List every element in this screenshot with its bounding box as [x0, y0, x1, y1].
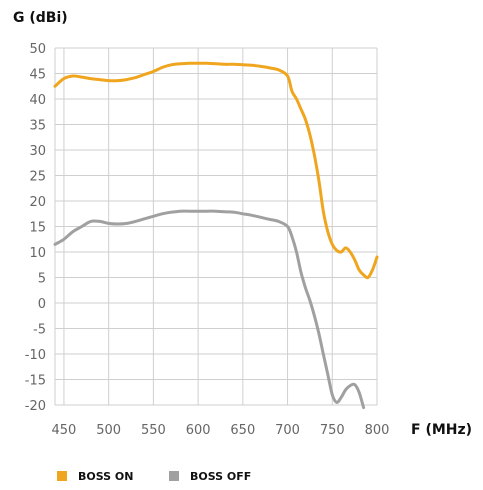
y-tick-label: 40 — [29, 93, 46, 108]
legend-label: BOSS ON — [78, 470, 133, 483]
y-axis-label: G (dBi) — [13, 10, 68, 26]
y-tick-label: 50 — [29, 42, 46, 57]
x-tick-label: 500 — [96, 423, 121, 438]
x-tick-label: 650 — [230, 423, 255, 438]
y-tick-label: -10 — [25, 348, 46, 363]
y-tick-label: 35 — [29, 119, 46, 134]
grid — [54, 47, 378, 406]
series-line-boss-off — [53, 209, 366, 410]
x-tick-label: 450 — [52, 423, 77, 438]
x-tick-label: 750 — [320, 423, 345, 438]
x-axis-label: F (MHz) — [411, 422, 472, 438]
y-tick-label: 20 — [29, 195, 46, 210]
y-tick-label: -15 — [25, 374, 46, 389]
y-tick-label: 25 — [29, 170, 46, 185]
y-tick-label: 0 — [38, 297, 46, 312]
x-tick-label: 600 — [186, 423, 211, 438]
legend-swatch — [57, 471, 67, 481]
y-tick-label: 45 — [29, 68, 46, 83]
legend-label: BOSS OFF — [190, 470, 251, 483]
y-tick-label: 30 — [29, 144, 46, 159]
y-tick-label: 5 — [38, 272, 46, 287]
x-tick-label: 550 — [141, 423, 166, 438]
y-tick-label: 15 — [29, 221, 46, 236]
legend: BOSS ON BOSS OFF — [57, 470, 251, 483]
y-tick-label: 10 — [29, 246, 46, 261]
series-lines — [53, 61, 379, 410]
series-line-boss-on — [53, 61, 379, 280]
y-tick-label: -5 — [33, 323, 46, 338]
x-tick-label: 800 — [365, 423, 390, 438]
y-tick-label: -20 — [25, 399, 46, 414]
x-tick-label: 700 — [275, 423, 300, 438]
legend-swatch — [169, 471, 179, 481]
